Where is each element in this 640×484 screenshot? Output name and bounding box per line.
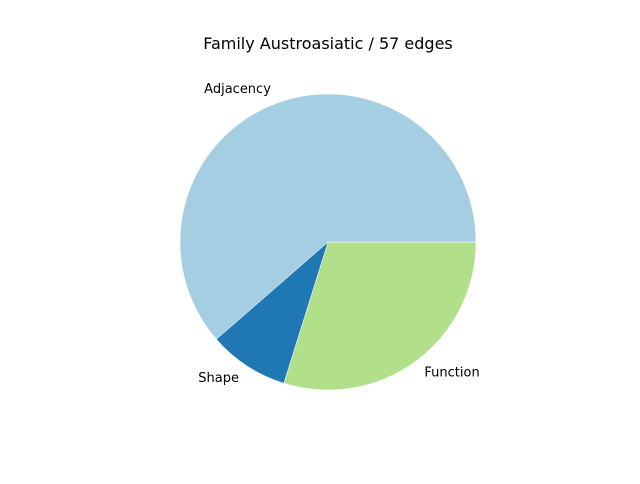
pie-slice-adjacency: [179, 93, 477, 340]
pie-labels: Function Shape Adjacency: [198, 82, 479, 386]
pie-label-function: Function: [424, 366, 479, 381]
pie-slice-shape: [216, 241, 329, 384]
pie-slices: [179, 93, 477, 391]
pie-label-adjacency: Adjacency: [204, 82, 271, 97]
chart-title: Family Austroasiatic / 57 edges: [203, 34, 453, 53]
pie-label-shape: Shape: [198, 371, 239, 386]
pie-slice-function: [283, 241, 477, 391]
